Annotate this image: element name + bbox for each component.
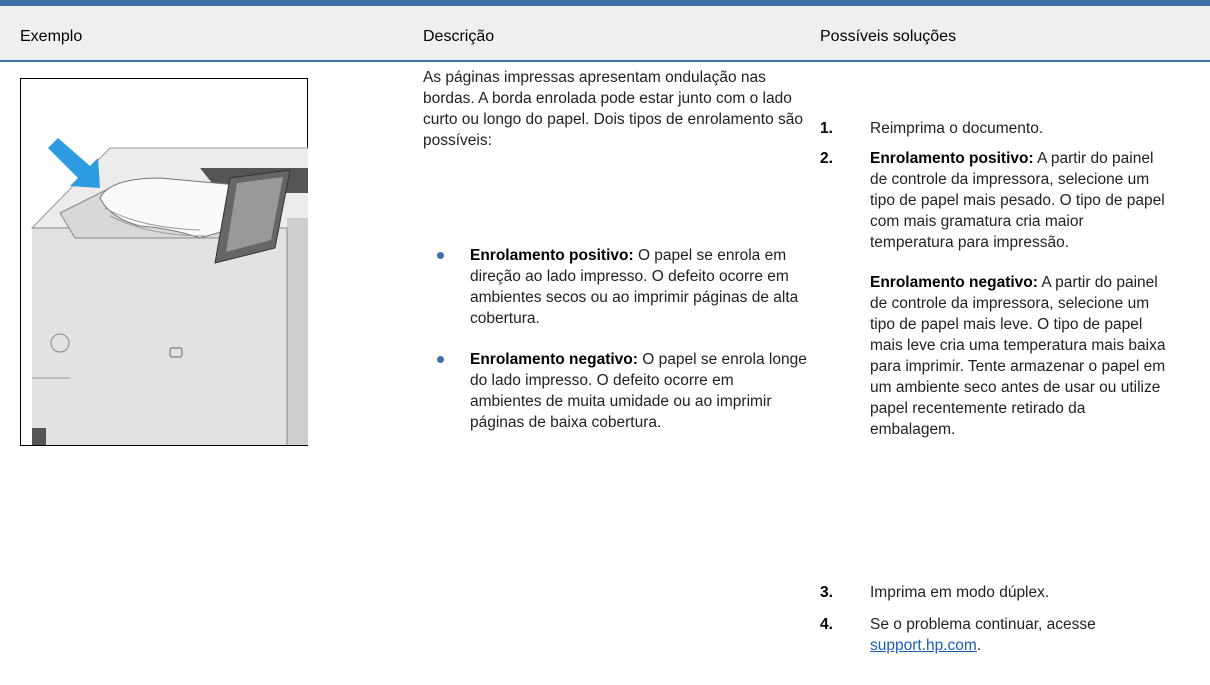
text: A partir do painel de controle da impres… <box>870 274 1166 438</box>
number: 2. <box>820 150 833 167</box>
example-image <box>20 78 308 446</box>
bullet-item: Enrolamento negativo: O papel se enrola … <box>437 349 807 433</box>
solution-text: Enrolamento negativo: A partir do painel… <box>870 272 1170 440</box>
label: Enrolamento negativo: <box>870 274 1038 291</box>
label: Enrolamento positivo: <box>470 247 634 264</box>
number: 3. <box>820 584 833 601</box>
button <box>169 347 183 358</box>
solution-text: Imprima em modo dúplex. <box>870 584 1050 601</box>
printer-front <box>32 228 287 445</box>
text: O papel se enrola longe do lado impresso… <box>470 351 807 431</box>
label: Enrolamento positivo: <box>870 150 1034 167</box>
solution-text: Se o problema continuar, acesse support.… <box>870 614 1170 656</box>
header-cell: Possíveis soluções <box>820 28 957 45</box>
solution: 2. Enrolamento positivo: A partir do pai… <box>820 148 1180 440</box>
bullet <box>437 252 444 259</box>
solution-text: Enrolamento positivo: A partir do painel… <box>870 148 1170 253</box>
logo <box>50 333 70 353</box>
solution: 3. Imprima em modo dúplex. <box>820 582 1180 603</box>
panel-screen <box>226 177 283 252</box>
arrow <box>48 138 100 188</box>
header-row <box>0 6 1210 60</box>
header-cell: Descrição <box>423 28 495 45</box>
header-cell: Exemplo <box>20 28 83 45</box>
header-rule <box>0 60 1210 62</box>
top-rule <box>0 0 1210 6</box>
bullet-text: Enrolamento positivo: O papel se enrola … <box>470 245 807 329</box>
solution: 4. Se o problema continuar, acesse suppo… <box>820 614 1180 656</box>
number: 4. <box>820 616 833 633</box>
paper-curl <box>104 207 206 237</box>
bullet <box>437 356 444 363</box>
number: 1. <box>820 120 833 137</box>
printer-side <box>287 218 308 445</box>
text: . <box>976 637 982 654</box>
bullet-list: Enrolamento positivo: O papel se enrola … <box>437 245 807 433</box>
text: O papel se enrola em direção ao lado imp… <box>470 247 799 327</box>
bullet-item: Enrolamento positivo: O papel se enrola … <box>437 245 807 329</box>
bullet-text: Enrolamento negativo: O papel se enrola … <box>470 349 807 433</box>
description: As páginas impressas apresentam ondulaçã… <box>423 67 803 151</box>
text: Se o problema continuar, acesse <box>870 616 1096 633</box>
text: A partir do painel de controle da impres… <box>870 150 1165 251</box>
solution: 1. Reimprima o documento. <box>820 118 1180 139</box>
foot <box>32 428 46 445</box>
solution-text: Reimprima o documento. <box>870 120 1044 137</box>
label: Enrolamento negativo: <box>470 351 638 368</box>
intro: As páginas impressas apresentam ondulaçã… <box>423 69 803 149</box>
support-link[interactable]: support.hp.com <box>870 637 977 654</box>
